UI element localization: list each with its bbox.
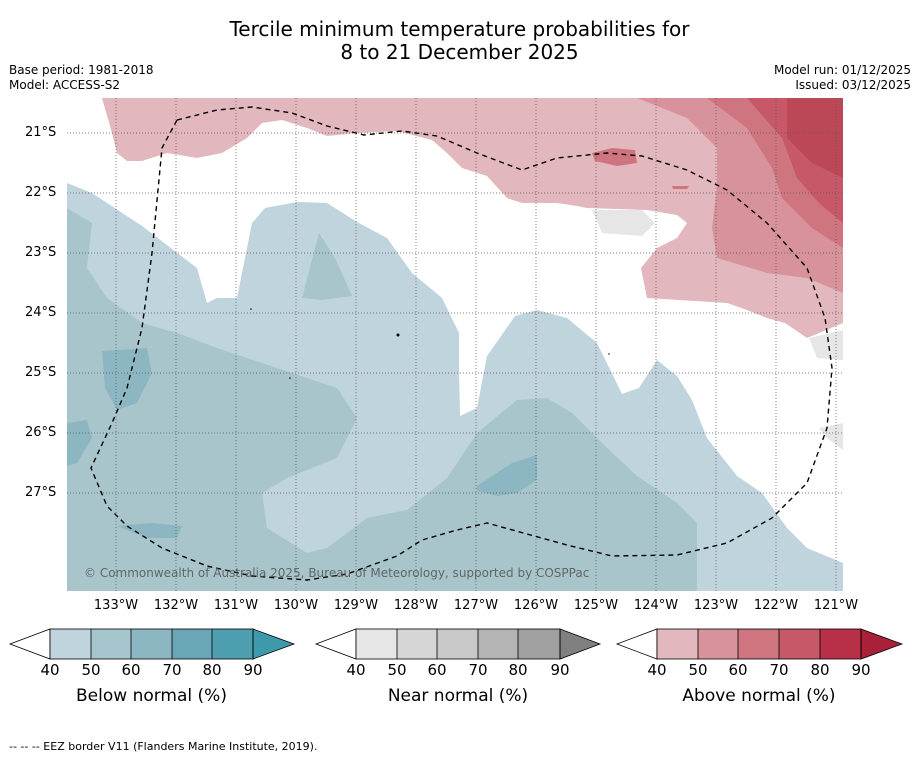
graticule xyxy=(67,98,843,591)
lon-label: 127°W xyxy=(453,598,499,613)
below-normal-colorbar xyxy=(8,628,296,660)
above-normal-region xyxy=(102,98,843,338)
below-normal-60-region-west xyxy=(67,420,92,466)
colorbar-tick: 50 xyxy=(387,661,407,679)
colorbar-swatch xyxy=(478,629,518,659)
near-normal-region xyxy=(592,210,655,236)
lat-label: 21°S xyxy=(25,125,57,140)
above-normal-title: Above normal (%) xyxy=(682,686,836,706)
colorbar-swatch xyxy=(779,629,820,659)
colorbar-tick: 90 xyxy=(550,661,570,679)
island-specks xyxy=(250,308,610,379)
colorbar-tick: 80 xyxy=(202,661,222,679)
colorbar-tick: 90 xyxy=(851,661,871,679)
colorbar-tick: 60 xyxy=(427,661,447,679)
base-period: Base period: 1981-2018 xyxy=(9,63,154,77)
colorbar-swatch xyxy=(518,629,560,659)
lat-label: 24°S xyxy=(25,305,57,320)
colorbar-tick: 50 xyxy=(81,661,101,679)
below-normal-60-region-sw xyxy=(117,523,182,538)
colorbar-tick: 60 xyxy=(121,661,141,679)
colorbar-low-arrow xyxy=(314,628,357,660)
lon-label: 132°W xyxy=(153,598,199,613)
below-normal-60-region xyxy=(102,348,152,410)
lon-label: 126°W xyxy=(513,598,559,613)
colorbar-swatch xyxy=(91,629,131,659)
lat-label: 23°S xyxy=(25,245,57,260)
model-run: Model run: 01/12/2025 xyxy=(773,63,911,77)
map-title: Tercile minimum temperature probabilitie… xyxy=(0,18,919,64)
colorbar-swatch xyxy=(820,629,861,659)
above-normal-60-spot xyxy=(592,148,637,166)
meta-right: Model run: 01/12/2025 Issued: 03/12/2025 xyxy=(774,63,911,93)
lon-label: 123°W xyxy=(693,598,739,613)
colorbar-tick: 40 xyxy=(40,661,60,679)
colorbar-swatch xyxy=(212,629,253,659)
colorbar-tick: 90 xyxy=(243,661,263,679)
below-normal-60-region-south xyxy=(477,455,537,496)
colorbar-high-arrow xyxy=(559,628,602,660)
near-normal-region-east xyxy=(809,330,843,360)
lon-label: 133°W xyxy=(93,598,139,613)
below-normal-50-region-north xyxy=(302,233,352,300)
lon-label: 128°W xyxy=(393,598,439,613)
near-normal-title: Near normal (%) xyxy=(387,686,529,706)
lon-label: 124°W xyxy=(633,598,679,613)
colorbar-tick: 70 xyxy=(162,661,182,679)
colorbar-swatch xyxy=(738,629,779,659)
colorbar-swatch xyxy=(50,629,91,659)
lat-label: 22°S xyxy=(25,185,57,200)
colorbar-tick: 80 xyxy=(810,661,830,679)
eez-border xyxy=(90,106,833,581)
colorbar-swatch xyxy=(698,629,738,659)
lat-label: 26°S xyxy=(25,425,57,440)
lon-label: 131°W xyxy=(213,598,259,613)
above-normal-80-region xyxy=(787,98,843,178)
colorbar-low-arrow xyxy=(615,628,658,660)
lon-label: 121°W xyxy=(813,598,859,613)
colorbar-tick: 40 xyxy=(647,661,667,679)
colorbar-tick: 80 xyxy=(508,661,528,679)
issued-date: Issued: 03/12/2025 xyxy=(795,78,911,92)
lat-label: 27°S xyxy=(25,485,57,500)
colorbars xyxy=(8,628,904,660)
colorbar-tick: 70 xyxy=(769,661,789,679)
lon-label: 122°W xyxy=(753,598,799,613)
colorbar-tick: 70 xyxy=(468,661,488,679)
meta-left: Base period: 1981-2018 Model: ACCESS-S2 xyxy=(9,63,154,93)
above-normal-colorbar xyxy=(615,628,904,660)
colorbar-swatch xyxy=(437,629,478,659)
title-line-1: Tercile minimum temperature probabilitie… xyxy=(229,17,690,41)
below-normal-title: Below normal (%) xyxy=(76,686,227,706)
near-normal-region-se xyxy=(819,423,843,450)
colorbar-swatch xyxy=(172,629,212,659)
colorbar-tick: 60 xyxy=(728,661,748,679)
colorbar-low-arrow xyxy=(8,628,51,660)
near-normal-colorbar xyxy=(314,628,602,660)
colorbar-swatch xyxy=(356,629,397,659)
title-line-2: 8 to 21 December 2025 xyxy=(340,40,579,64)
colorbar-high-arrow xyxy=(860,628,904,660)
below-normal-50-region xyxy=(67,208,697,591)
copyright-notice: © Commonwealth of Australia 2025, Bureau… xyxy=(84,566,590,580)
colorbar-swatch xyxy=(657,629,698,659)
eez-legend-note: -- -- -- EEZ border V11 (Flanders Marine… xyxy=(9,740,318,753)
colorbar-tick: 50 xyxy=(688,661,708,679)
model-name: Model: ACCESS-S2 xyxy=(9,78,121,92)
above-normal-spot-small xyxy=(672,186,689,189)
colorbar-tick: 40 xyxy=(346,661,366,679)
colorbar-swatch xyxy=(131,629,172,659)
lon-label: 130°W xyxy=(273,598,319,613)
probability-map xyxy=(67,98,843,591)
lon-label: 125°W xyxy=(573,598,619,613)
lat-label: 25°S xyxy=(25,365,57,380)
colorbar-high-arrow xyxy=(252,628,296,660)
colorbar-swatch xyxy=(397,629,437,659)
lon-label: 129°W xyxy=(333,598,379,613)
